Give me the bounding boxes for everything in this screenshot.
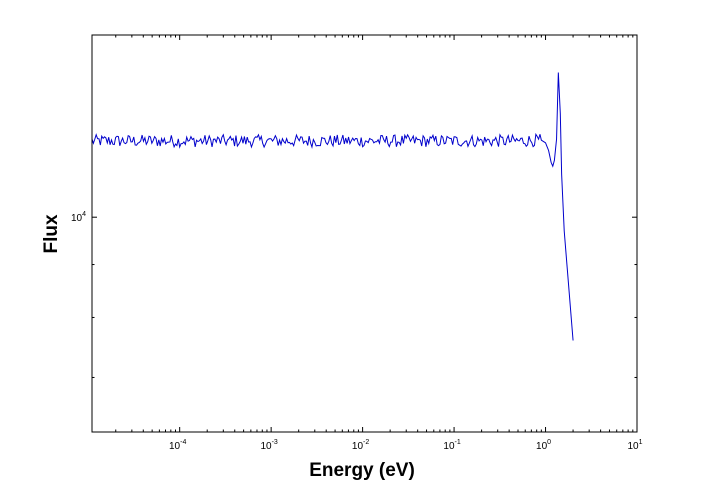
- data-layer: [91, 72, 574, 341]
- x-tick-label: 101: [627, 439, 642, 452]
- x-tick-label: 10-3: [260, 439, 277, 452]
- y-tick-label: 104: [71, 211, 86, 224]
- tick-layer: 10-4 10-3 10-2 10-1 100 101 104: [71, 35, 643, 452]
- y-axis-title: Flux: [41, 214, 62, 253]
- x-tick-label: 10-4: [169, 439, 186, 452]
- x-tick-label: 10-2: [352, 439, 369, 452]
- plot-frame: [91, 34, 638, 433]
- series-line: [91, 72, 574, 341]
- plot-area: [92, 35, 637, 432]
- x-tick-label: 100: [536, 439, 551, 452]
- x-axis-title: Energy (eV): [309, 460, 415, 481]
- x-tick-label: 10-1: [443, 439, 460, 452]
